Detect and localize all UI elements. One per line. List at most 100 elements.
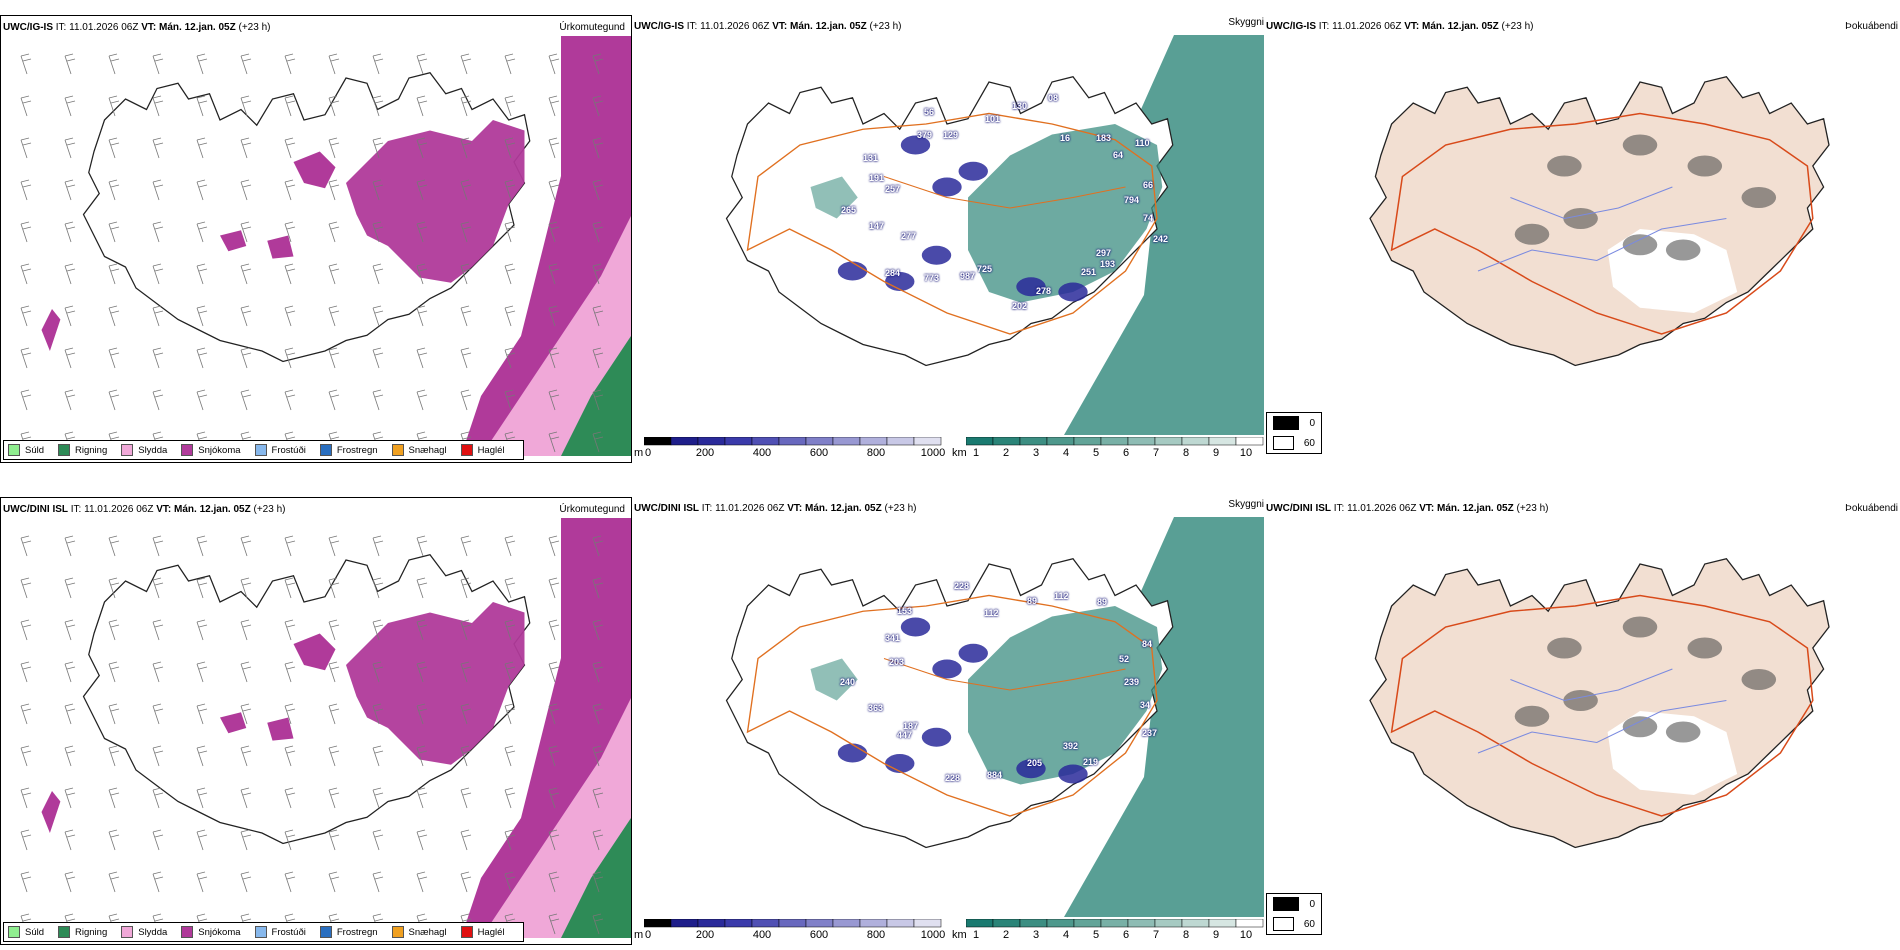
wind-barb bbox=[460, 389, 472, 411]
wind-barb bbox=[372, 745, 384, 767]
wind-barb bbox=[108, 871, 120, 893]
wind-barb bbox=[372, 263, 384, 285]
wind-barb bbox=[284, 389, 296, 411]
lead-time: (+23 h) bbox=[253, 504, 286, 515]
wind-barb bbox=[196, 535, 208, 557]
wind-barb bbox=[64, 619, 76, 641]
wind-barb bbox=[372, 95, 384, 117]
legend-label: Snjókoma bbox=[198, 444, 241, 456]
panel-name-precip: Úrkomutegund bbox=[559, 504, 625, 515]
cloud-base-value: 187 bbox=[903, 721, 919, 731]
wind-barb bbox=[64, 179, 76, 201]
wind-barb bbox=[328, 263, 340, 285]
cloud-base-value: 08 bbox=[1048, 93, 1059, 103]
visibility-tick: 8 bbox=[1182, 929, 1190, 941]
snow-land-area bbox=[346, 120, 525, 283]
wind-barb bbox=[284, 535, 296, 557]
fog-legend: 0 60 bbox=[1266, 893, 1322, 935]
wind-barb bbox=[284, 577, 296, 599]
legend-swatch bbox=[319, 444, 332, 456]
wind-barb bbox=[548, 137, 560, 159]
wind-barb bbox=[460, 535, 472, 557]
cloud-base-colorbar: m 0 200 400 600 800 1000 bbox=[634, 919, 945, 943]
wind-barb bbox=[504, 221, 516, 243]
wind-barb bbox=[460, 137, 472, 159]
wind-barb bbox=[64, 535, 76, 557]
wind-barb bbox=[372, 871, 384, 893]
fog-legend-row: 0 bbox=[1267, 413, 1321, 433]
road-network bbox=[746, 112, 1158, 335]
wind-barb bbox=[548, 703, 560, 725]
cloud-base-value: 131 bbox=[863, 153, 879, 163]
wind-barb bbox=[196, 661, 208, 683]
wind-barb bbox=[108, 137, 120, 159]
legend-label: Snæhagl bbox=[408, 926, 447, 938]
wind-barb bbox=[152, 703, 164, 725]
cloud-base-tick: 200 bbox=[695, 447, 715, 459]
cloud-base-value: 447 bbox=[897, 730, 913, 740]
panel-name-cloud: Skyggni bbox=[1228, 499, 1264, 510]
wind-barb bbox=[20, 829, 32, 851]
cloud-base-value: 112 bbox=[1054, 591, 1069, 601]
wind-barb bbox=[284, 661, 296, 683]
cloud-visibility-map bbox=[725, 517, 1264, 917]
visibility-color-cell bbox=[1181, 437, 1210, 446]
wind-barb bbox=[416, 263, 428, 285]
wind-barb bbox=[240, 619, 252, 641]
cloud-base-color-cell bbox=[697, 437, 726, 446]
fog-patch bbox=[1547, 637, 1582, 659]
cloud-base-value: 129 bbox=[943, 130, 959, 140]
wind-barb bbox=[592, 745, 604, 767]
legend-item: Snæhagl bbox=[391, 444, 447, 456]
wind-barb bbox=[328, 871, 340, 893]
visibility-color-cell bbox=[1019, 919, 1048, 928]
cloud-base-color-cell bbox=[913, 919, 942, 928]
cloud-base-color-cell bbox=[832, 919, 861, 928]
fog-patch bbox=[1563, 690, 1598, 711]
wind-barb bbox=[64, 787, 76, 809]
wind-barb bbox=[416, 389, 428, 411]
wind-barb bbox=[592, 871, 604, 893]
wind-barb bbox=[240, 389, 252, 411]
cloud-base-value: 112 bbox=[984, 608, 999, 618]
cloud-base-color-cell bbox=[697, 919, 726, 928]
legend-label: Frostregn bbox=[336, 444, 378, 456]
cloud-base-color-cell bbox=[859, 437, 888, 446]
visibility-tick: 1 bbox=[972, 447, 980, 459]
cloud-base-value: 392 bbox=[1063, 741, 1079, 751]
wind-barb bbox=[504, 347, 516, 369]
wind-barb bbox=[20, 535, 32, 557]
wind-barb bbox=[108, 661, 120, 683]
low-cloud-patch bbox=[1016, 759, 1046, 779]
wind-barb bbox=[196, 263, 208, 285]
wind-barb bbox=[152, 179, 164, 201]
legend-label: Frostregn bbox=[336, 926, 378, 938]
wind-barb bbox=[20, 745, 32, 767]
wind-barb bbox=[64, 53, 76, 75]
snow-patch bbox=[41, 309, 61, 351]
wind-barb bbox=[460, 179, 472, 201]
visibility-color-cell bbox=[1154, 919, 1183, 928]
precip-map bbox=[20, 36, 631, 456]
wind-barb bbox=[20, 221, 32, 243]
cloud-base-tick: 400 bbox=[752, 929, 772, 941]
wind-barb bbox=[460, 829, 472, 851]
wind-barb bbox=[592, 619, 604, 641]
cloud-base-value: 16 bbox=[1060, 133, 1071, 143]
road-network bbox=[883, 176, 1126, 209]
cloud-base-tick: 0 bbox=[644, 929, 652, 941]
visibility-colorbar: km 1 2 3 4 5 6 7 8 9 10 bbox=[952, 919, 1264, 943]
cloud-base-unit: m bbox=[634, 929, 644, 941]
legend-swatch bbox=[181, 926, 194, 938]
panel-name-fog: Þokuábendi bbox=[1845, 503, 1898, 514]
cloud-base-value: 725 bbox=[977, 264, 993, 274]
cloud-base-color-cell bbox=[886, 919, 915, 928]
cloud-base-color-cell bbox=[670, 919, 699, 928]
panel-title: UWC/IG-IS IT: 11.01.2026 06Z VT: Mán. 12… bbox=[634, 21, 901, 32]
cloud-base-labels: 794 74 242 193 297 251 278 202 725 987 773 284 277 14… bbox=[634, 15, 1264, 435]
wind-barb bbox=[152, 95, 164, 117]
legend-swatch bbox=[121, 444, 134, 456]
visibility-tick: 5 bbox=[1092, 929, 1100, 941]
cloud-base-value: 74 bbox=[1143, 213, 1154, 223]
valid-label: VT: bbox=[787, 503, 803, 514]
